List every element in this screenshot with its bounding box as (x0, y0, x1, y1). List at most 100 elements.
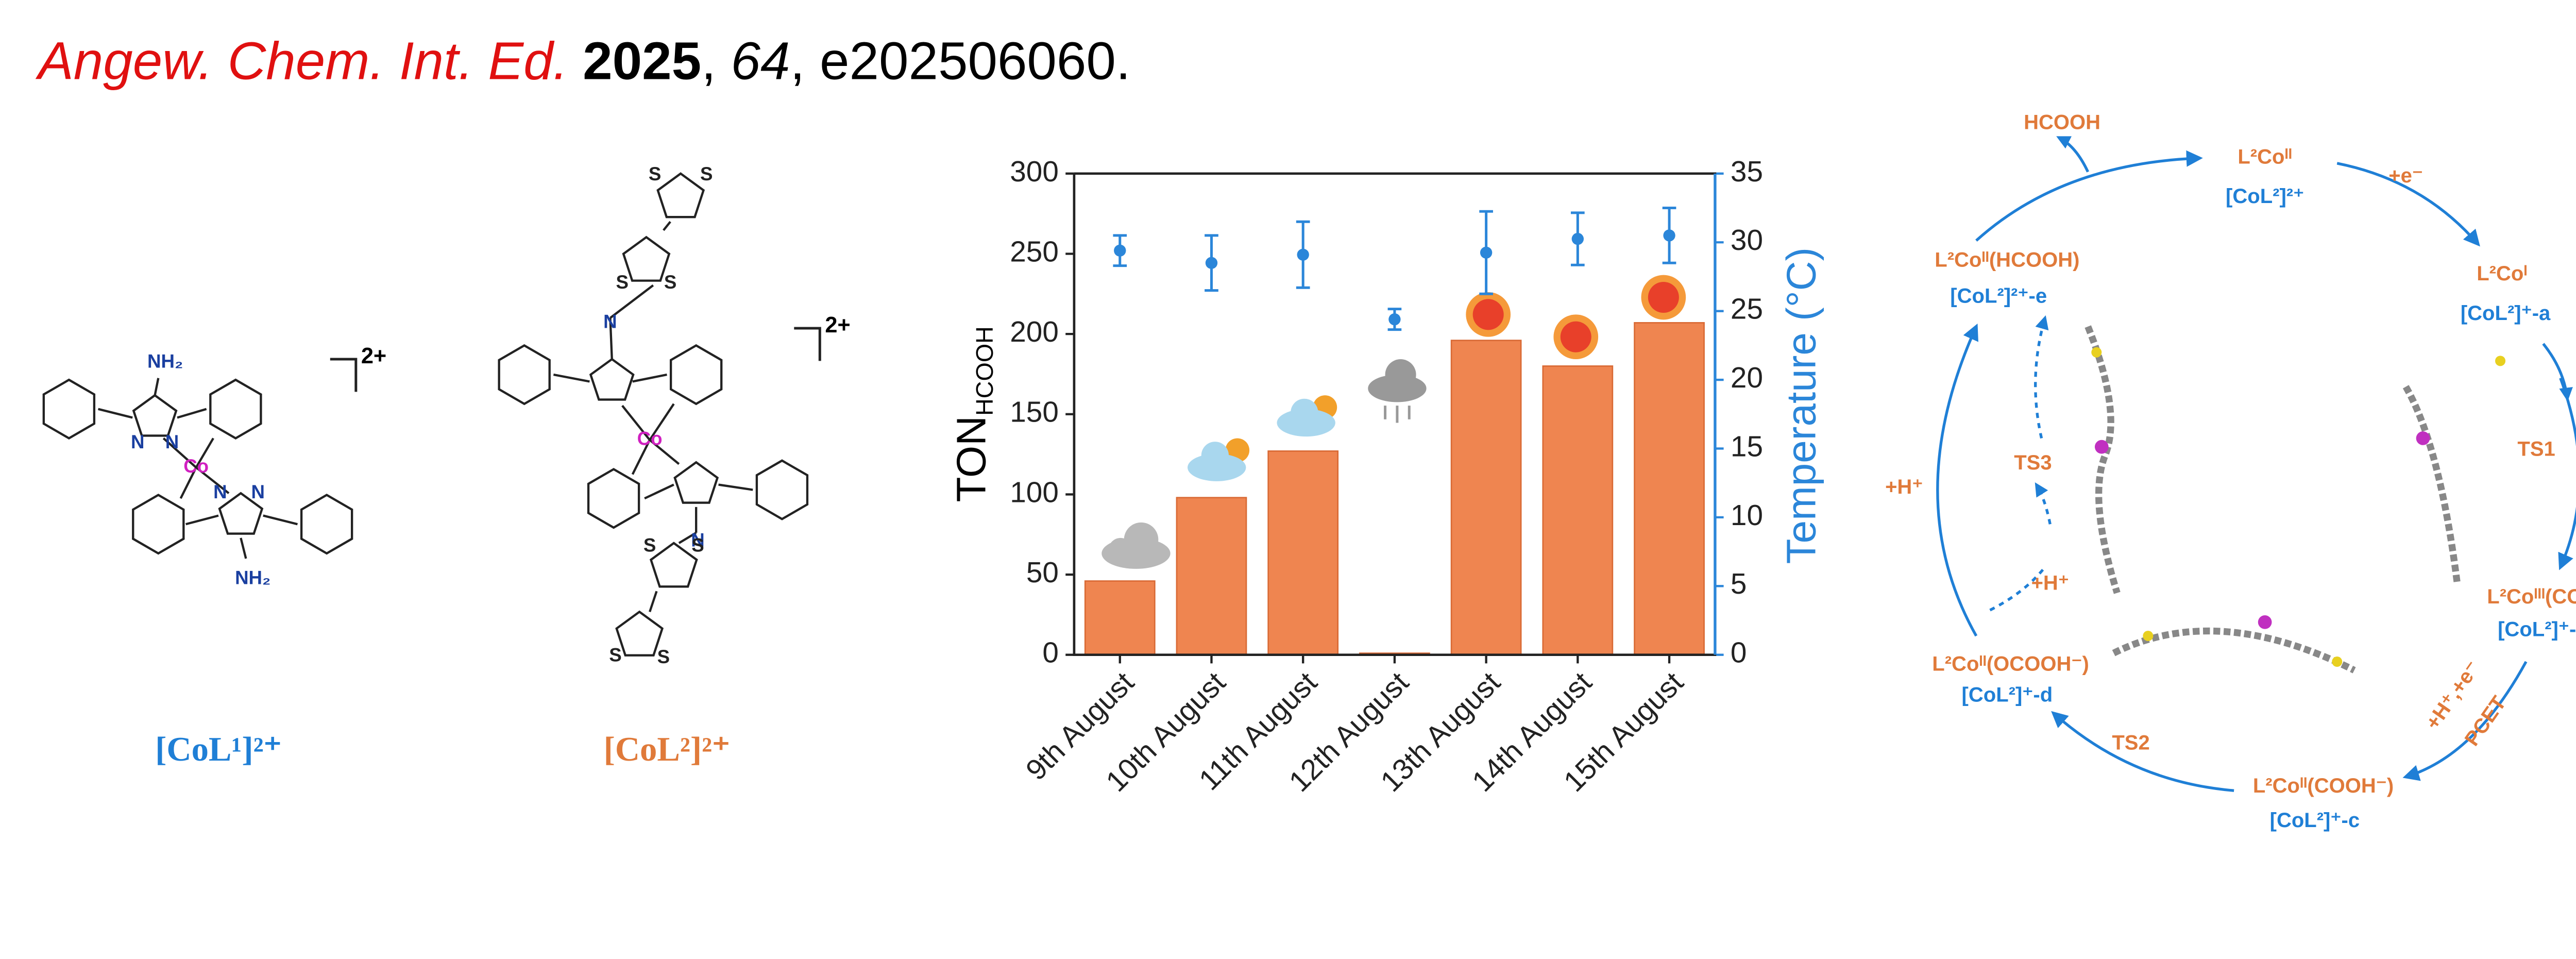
atom-label: S (657, 646, 670, 667)
structure-caption: [CoL²]²⁺ (604, 731, 731, 768)
bond (195, 438, 214, 468)
atom-label: Co (637, 428, 663, 449)
cycle-label: [CoL²]⁺-a (2461, 302, 2551, 325)
charge: 2+ (361, 344, 386, 368)
atom-label: NH₂ (147, 350, 183, 372)
bond (609, 317, 613, 360)
bond (240, 537, 247, 559)
ring (755, 459, 809, 520)
article: , e202506060. (790, 31, 1131, 91)
ring (669, 344, 723, 406)
y2-tick-label: 20 (1731, 362, 1763, 394)
atom-label: N (691, 529, 704, 550)
cycle-label: [CoL²]²⁺-e (1950, 285, 2047, 308)
bond (185, 514, 219, 526)
y-tick-label: 150 (1010, 396, 1059, 429)
y-tick-label: 200 (1010, 316, 1059, 348)
atom-label: S (700, 163, 713, 184)
atom-label: S (664, 272, 676, 293)
y-tick-label: 50 (1026, 557, 1059, 589)
y2-tick-label: 35 (1731, 156, 1763, 188)
bond (609, 284, 654, 319)
y-label-main: TON (948, 416, 994, 502)
ring (615, 610, 664, 657)
point (1205, 257, 1218, 269)
bond (263, 514, 298, 526)
ring (498, 344, 551, 406)
y2-axis-label: Temperature (°C) (1778, 247, 1824, 564)
charge-bracket (794, 327, 821, 361)
cycle-arrows (1936, 136, 2576, 792)
bond (162, 437, 197, 468)
bar (1176, 497, 1247, 656)
atom-label: S (643, 534, 656, 556)
y2-tick-label: 10 (1731, 499, 1763, 532)
sun (1466, 292, 1511, 337)
atom-label: N (213, 481, 227, 502)
cycle-label: HCOOH (2024, 111, 2100, 134)
atom-label: Co (183, 456, 209, 477)
cycle-label: +H⁺ (2031, 572, 2069, 595)
rain-cloud (1368, 359, 1427, 423)
cycle-label: +e⁻ (2388, 164, 2423, 187)
bar (1542, 365, 1614, 656)
y2-tick-label: 15 (1731, 430, 1763, 463)
cycle-label: [CoL²]²⁺ (2226, 185, 2304, 208)
charge-bracket (330, 358, 358, 392)
ring (209, 378, 262, 440)
ring (649, 542, 698, 588)
cycle-label: TS2 (2112, 732, 2149, 754)
cycle-label: PCET (2461, 692, 2511, 750)
cloud (1101, 522, 1171, 569)
bond (98, 408, 133, 419)
ring (132, 494, 185, 555)
y-axis-label: TONHCOOH (948, 326, 998, 502)
bond (179, 467, 197, 499)
volume: 64 (731, 31, 790, 91)
atom-label: S (609, 645, 621, 666)
sep: , (701, 31, 731, 91)
charge: 2+ (825, 313, 850, 338)
bond (644, 483, 674, 500)
y2-tick-label: 25 (1731, 293, 1763, 326)
cycle-label: L²Coᴵ (2477, 262, 2527, 285)
sun (1553, 314, 1599, 360)
point (1663, 229, 1675, 242)
bond (631, 439, 651, 475)
sun-cloud (1188, 438, 1250, 481)
bond (678, 532, 697, 544)
ring (589, 358, 635, 401)
bar (1634, 322, 1705, 656)
bond (195, 466, 230, 494)
atom-label: S (649, 163, 661, 184)
cycle-label: [CoL²]⁺-c (2270, 809, 2360, 832)
citation: Angew. Chem. Int. Ed. 2025, 64, e2025060… (35, 31, 1131, 91)
space (568, 31, 583, 91)
cycle-label: TS1 (2517, 438, 2555, 460)
bond (718, 483, 753, 491)
bar (1084, 580, 1156, 656)
y-tick-label: 250 (1010, 235, 1059, 268)
ring (656, 172, 705, 218)
journal: Angew. Chem. Int. Ed. (35, 31, 568, 91)
cycle-label: L²Coᴵᴵᴵ(CO₂²⁻) (2487, 585, 2576, 608)
y2-tick-label: 30 (1731, 224, 1763, 257)
atom-label: N (603, 311, 617, 332)
bond (632, 373, 667, 383)
ring (42, 378, 96, 440)
cycle-label: L²Coᴵᴵ(HCOOH) (1935, 249, 2079, 272)
cycle-label: [CoL²]⁺-d (1962, 683, 2053, 706)
cycle-label: [CoL²]⁺-b (2498, 618, 2576, 641)
point (1480, 246, 1493, 259)
point (1571, 232, 1584, 245)
y2-tick-label: 0 (1731, 637, 1747, 669)
bar (1450, 340, 1522, 656)
atom-label: N (131, 431, 144, 452)
point (1297, 248, 1309, 261)
ring (218, 492, 264, 535)
bond (649, 439, 680, 465)
ring (132, 394, 178, 437)
ring (673, 461, 719, 504)
ring (587, 467, 640, 529)
